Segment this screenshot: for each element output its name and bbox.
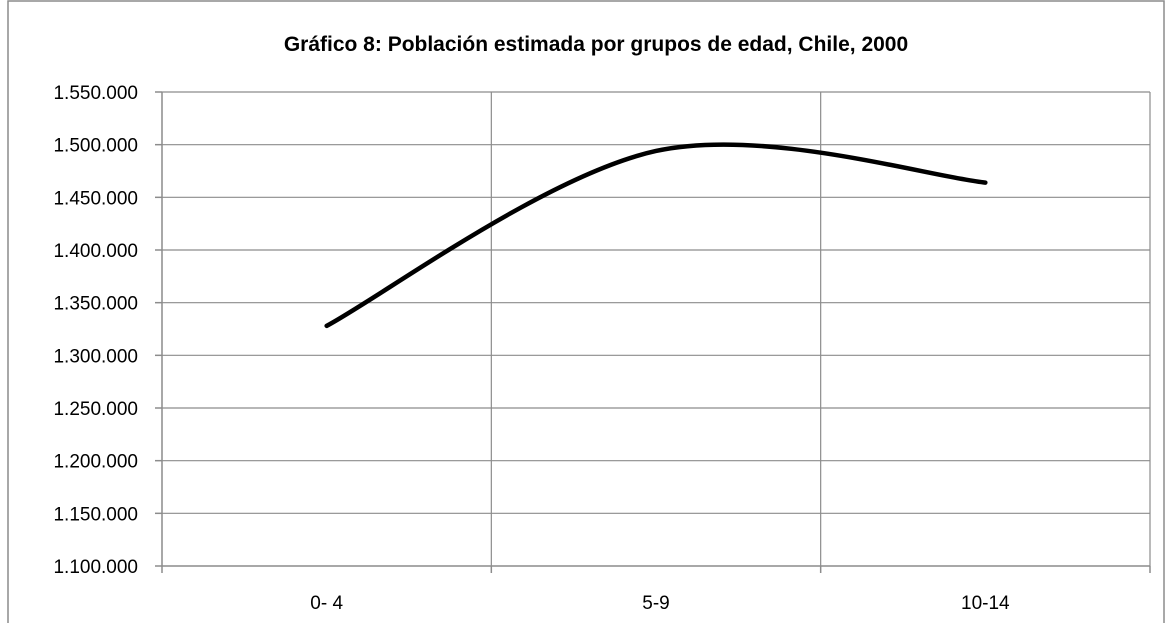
chart-title: Gráfico 8: Población estimada por grupos…	[284, 33, 908, 56]
y-tick-label: 1.350.000	[53, 294, 138, 315]
y-tick-label: 1.550.000	[53, 83, 138, 104]
axes	[155, 91, 1151, 573]
y-axis-tick-labels: 1.100.000 1.150.000 1.200.000 1.250.000 1.30…	[53, 83, 138, 578]
y-tick-label: 1.300.000	[53, 346, 138, 367]
y-tick-label: 1.200.000	[53, 452, 138, 473]
y-tick-label: 1.100.000	[53, 557, 138, 578]
grid-lines	[162, 91, 1151, 566]
y-tick-label: 1.450.000	[53, 188, 138, 209]
x-tick-label: 0- 4	[310, 593, 343, 614]
y-tick-label: 1.150.000	[53, 504, 138, 525]
x-tick-label: 10-14	[961, 593, 1010, 614]
x-tick-label: 5-9	[642, 593, 669, 614]
chart-frame	[7, 0, 1165, 623]
x-axis-tick-labels: 0- 4 5-9 10-14	[310, 593, 1010, 614]
series-lines	[324, 142, 988, 329]
y-tick-label: 1.500.000	[53, 136, 138, 157]
series-line	[324, 142, 988, 329]
y-tick-label: 1.250.000	[53, 399, 138, 420]
y-tick-label: 1.400.000	[53, 241, 138, 262]
